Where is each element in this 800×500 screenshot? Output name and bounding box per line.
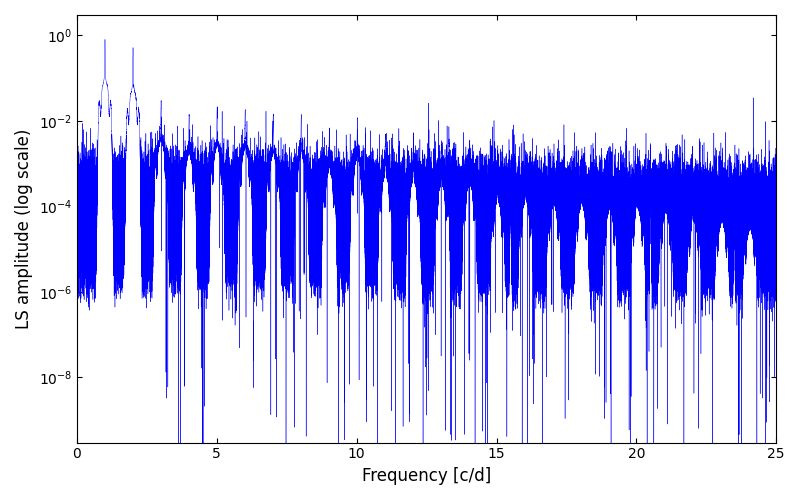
Y-axis label: LS amplitude (log scale): LS amplitude (log scale) — [15, 128, 33, 329]
X-axis label: Frequency [c/d]: Frequency [c/d] — [362, 467, 491, 485]
